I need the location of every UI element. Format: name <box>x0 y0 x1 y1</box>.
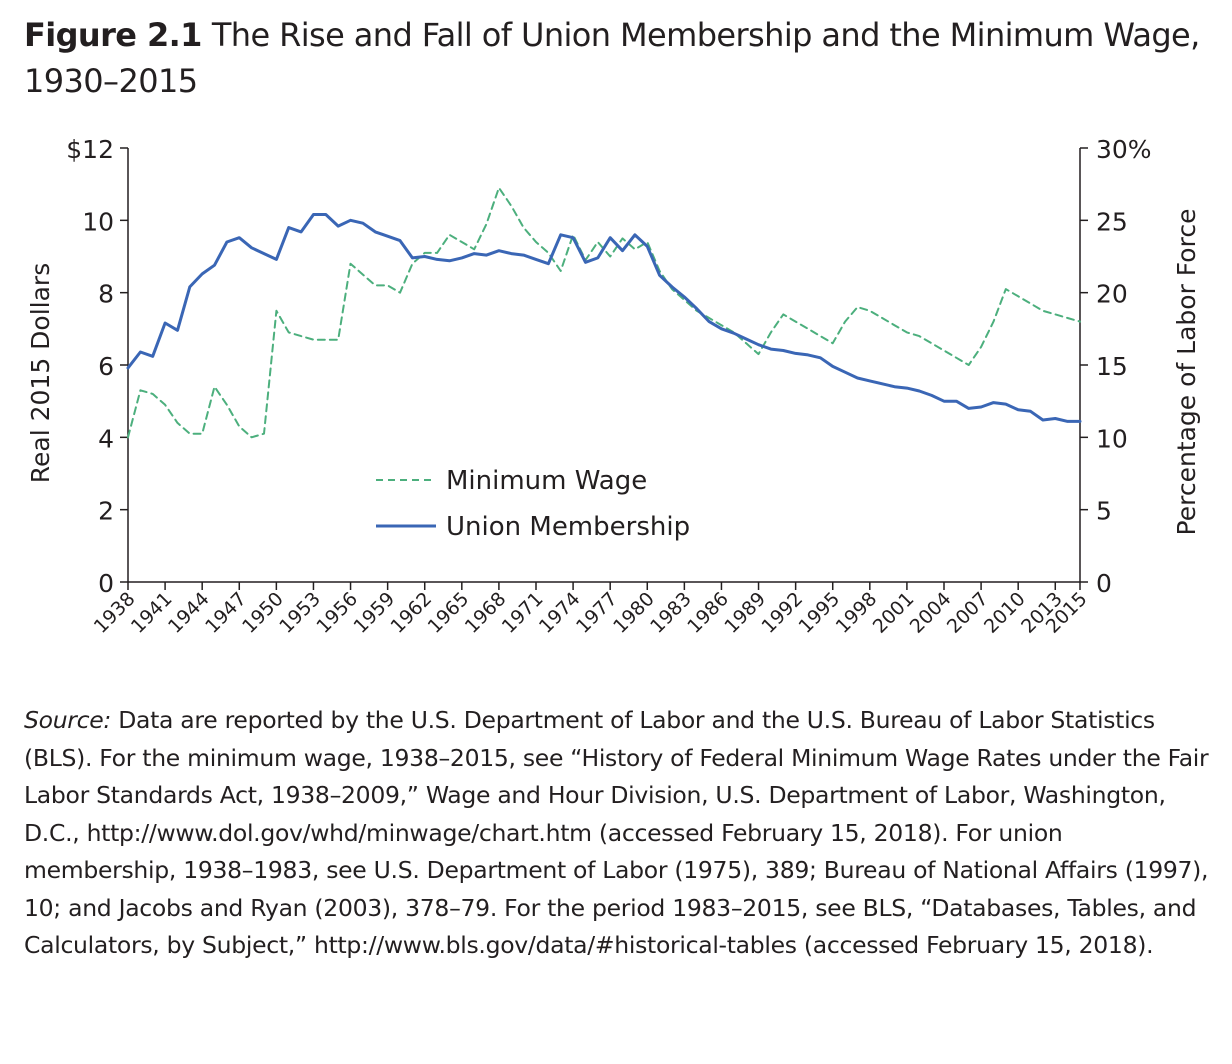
chart-legend: Minimum Wage Union Membership <box>376 466 690 542</box>
x-tick-label: 1998 <box>832 588 882 638</box>
left-y-tick-label: 8 <box>98 280 114 309</box>
x-tick-label: 1986 <box>683 588 733 638</box>
x-tick-label: 2007 <box>943 588 993 638</box>
x-tick-label: 1989 <box>720 588 770 638</box>
left-y-axis-title: Real 2015 Dollars <box>26 263 55 483</box>
line-chart: 0 2 4 6 8 10 $12 0 5 10 15 20 25 30% Real 2015 Dollars… <box>26 135 1201 638</box>
right-y-tick-label: 0 <box>1096 569 1112 598</box>
right-y-axis-title: Percentage of Labor Force <box>1172 209 1201 536</box>
left-y-tick-label: 0 <box>98 569 114 598</box>
right-y-tick-label: 15 <box>1096 352 1128 381</box>
legend-label-minimum-wage: Minimum Wage <box>446 466 647 496</box>
x-tick-label: 1983 <box>646 588 696 638</box>
right-y-tick-label: 25 <box>1096 207 1128 236</box>
x-tick-label: 1950 <box>238 588 288 638</box>
x-tick-label: 1962 <box>387 588 437 638</box>
x-tick-label: 1947 <box>201 588 251 638</box>
left-y-tick-label: 6 <box>98 352 114 381</box>
x-tick-label: 2010 <box>980 588 1030 638</box>
left-y-tick-label: 10 <box>82 207 114 236</box>
figure-title-text: The Rise and Fall of Union Membership an… <box>24 16 1200 100</box>
x-tick-label: 2001 <box>869 588 919 638</box>
right-y-tick-label: 5 <box>1096 497 1112 526</box>
legend-label-union-membership: Union Membership <box>446 512 690 542</box>
x-tick-label: 1944 <box>164 588 214 638</box>
chart-axes: 0 2 4 6 8 10 $12 0 5 10 15 20 25 30% Real 2015 Dollars… <box>26 135 1201 638</box>
right-y-tick-label: 30% <box>1096 135 1152 164</box>
left-y-tick-label: 2 <box>98 497 114 526</box>
x-tick-label: 1992 <box>757 588 807 638</box>
figure-label: Figure 2.1 <box>24 16 202 54</box>
x-tick-label: 1971 <box>498 588 548 638</box>
x-tick-label: 1995 <box>795 588 845 638</box>
figure-title: Figure 2.1 The Rise and Fall of Union Mem… <box>24 12 1204 104</box>
right-y-tick-label: 20 <box>1096 280 1128 309</box>
x-tick-label: 1974 <box>535 588 585 638</box>
source-text: Data are reported by the U.S. Department… <box>24 706 1209 959</box>
x-tick-label: 2004 <box>906 588 956 638</box>
union-membership-line <box>126 213 1082 423</box>
left-y-tick-label: $12 <box>66 135 114 164</box>
minimum-wage-line <box>127 186 1081 439</box>
left-y-tick-label: 4 <box>98 424 114 453</box>
x-tick-label: 1980 <box>609 588 659 638</box>
source-note: Source: Data are reported by the U.S. De… <box>24 702 1214 965</box>
x-tick-label: 1959 <box>349 588 399 638</box>
chart-series <box>126 186 1082 439</box>
x-tick-label: 1953 <box>275 588 325 638</box>
x-tick-label: 1968 <box>461 588 511 638</box>
x-tick-label: 1956 <box>312 588 362 638</box>
x-tick-label: 1965 <box>424 588 474 638</box>
x-tick-label: 1941 <box>127 588 177 638</box>
right-y-tick-label: 10 <box>1096 424 1128 453</box>
source-label: Source: <box>24 706 112 734</box>
x-tick-label: 1977 <box>572 588 622 638</box>
